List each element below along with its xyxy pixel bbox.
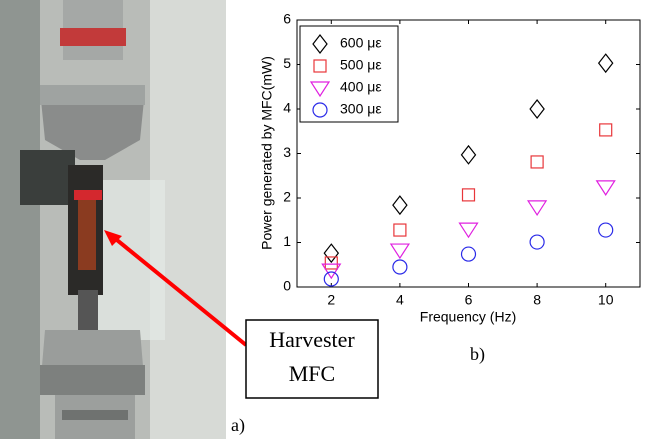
callout-box [245, 319, 379, 399]
y-tick-label: 6 [283, 11, 291, 27]
callout-text: Harvester [269, 327, 355, 352]
x-tick-label: 8 [533, 292, 541, 308]
marker [460, 144, 477, 165]
y-tick-label: 4 [283, 100, 291, 116]
legend-box [299, 25, 399, 123]
legend-label: 400 με [340, 79, 382, 95]
marker [313, 59, 327, 73]
marker [312, 34, 328, 54]
marker [597, 53, 614, 74]
marker [323, 271, 339, 287]
marker [527, 200, 548, 217]
panel-label: a) [231, 415, 245, 436]
y-tick-label: 1 [283, 233, 291, 249]
marker [598, 222, 614, 238]
legend-label: 600 με [340, 35, 382, 51]
marker [460, 246, 477, 262]
x-axis-label: Frequency (Hz) [420, 309, 516, 325]
callout-arrow [110, 234, 248, 347]
marker [321, 263, 342, 280]
marker [599, 123, 613, 137]
marker [529, 99, 545, 119]
marker [461, 188, 476, 202]
marker [392, 195, 408, 216]
callout-text: MFC [289, 361, 335, 386]
marker [389, 243, 410, 260]
panel-label: b) [470, 344, 485, 365]
x-tick-label: 6 [465, 292, 473, 308]
y-axis-label: Power generated by MFC(mW) [259, 56, 275, 250]
marker [458, 222, 479, 239]
x-tick-label: 10 [598, 292, 614, 308]
marker [312, 102, 328, 118]
marker [324, 256, 338, 270]
legend-label: 300 με [340, 101, 382, 117]
y-tick-label: 0 [283, 278, 291, 294]
marker [529, 234, 545, 250]
y-tick-label: 3 [283, 144, 291, 160]
y-tick-label: 5 [283, 55, 291, 71]
marker [393, 223, 407, 237]
x-tick-label: 4 [396, 292, 404, 308]
marker [595, 180, 616, 196]
marker [323, 243, 340, 264]
y-tick-label: 2 [283, 189, 291, 205]
x-tick-label: 2 [327, 292, 335, 308]
marker [309, 81, 331, 98]
marker [530, 155, 544, 169]
legend-label: 500 με [340, 57, 382, 73]
marker [392, 259, 408, 275]
arrow-head [104, 230, 122, 246]
photo [0, 0, 226, 439]
